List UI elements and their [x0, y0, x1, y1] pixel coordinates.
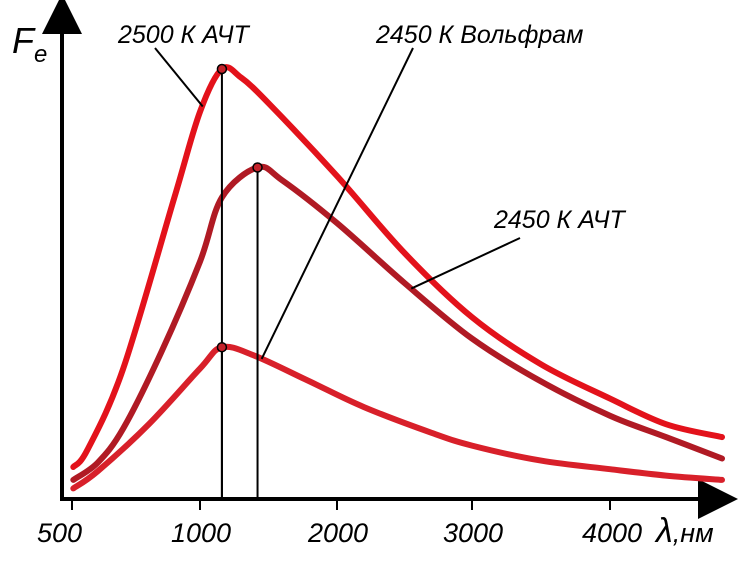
- x-axis-label-unit: ,нм: [673, 518, 714, 548]
- series-label-2500k-acht: 2500 К АЧТ: [117, 21, 251, 49]
- y-axis-label: Fe: [12, 20, 47, 68]
- x-tick-label-500: 500: [37, 518, 82, 548]
- curve-2500k-acht: [70, 64, 725, 470]
- leader-2450k-tungsten: [260, 47, 414, 360]
- peak-lines: [216, 63, 263, 499]
- x-tick-label-2000: 2000: [307, 518, 368, 548]
- x-axis-label-symbol: λ: [654, 512, 673, 550]
- leader-2450k-acht: [410, 237, 521, 290]
- peak-point-2500k-acht: [216, 63, 228, 75]
- y-axis-label-subscript: e: [34, 41, 47, 68]
- annotation-leaders: [154, 47, 521, 360]
- x-tick-marks: [71, 499, 611, 510]
- x-axis-label: λ,нм: [654, 512, 714, 550]
- y-axis-label-main: F: [12, 20, 36, 61]
- curve-2450k-acht: [70, 343, 725, 492]
- leader-2500k-acht: [154, 47, 204, 108]
- peak-point-2450k-tungsten: [252, 162, 263, 173]
- peak-point-2450k-acht: [216, 341, 228, 353]
- series-label-2450k-tungsten: 2450 К Вольфрам: [375, 21, 583, 49]
- x-tick-label-1000: 1000: [171, 518, 231, 548]
- series-label-2450k-acht: 2450 К АЧТ: [493, 206, 627, 234]
- series-curves: [70, 64, 725, 492]
- x-tick-label-4000: 4000: [582, 518, 642, 548]
- curve-2450k-tungsten: [70, 163, 725, 483]
- x-tick-label-3000: 3000: [443, 518, 503, 548]
